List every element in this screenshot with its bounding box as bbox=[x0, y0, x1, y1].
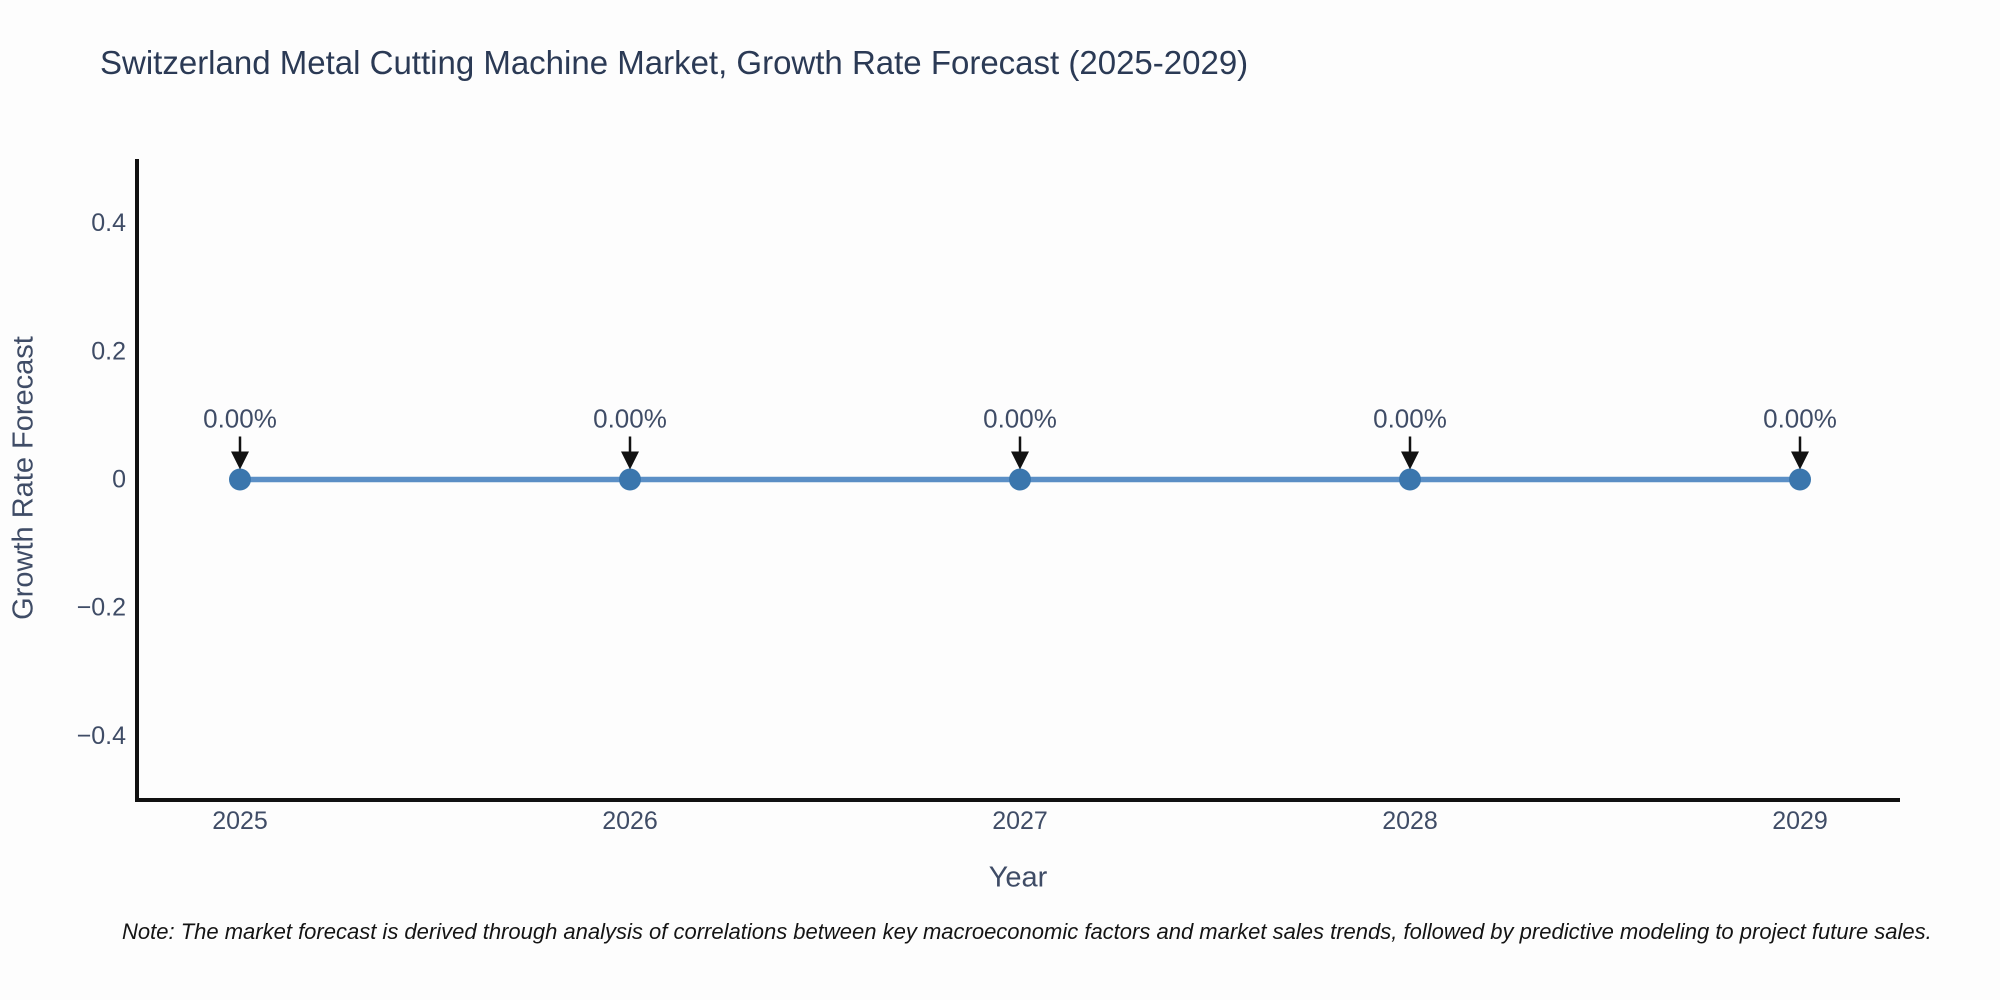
footnote: Note: The market forecast is derived thr… bbox=[122, 919, 1932, 944]
y-tick-label: −0.4 bbox=[77, 722, 126, 750]
x-tick-label: 2025 bbox=[212, 807, 268, 835]
y-tick-label: 0.2 bbox=[91, 337, 126, 365]
down-arrow-icon bbox=[1401, 451, 1419, 470]
y-tick-label: −0.2 bbox=[77, 594, 126, 622]
x-tick-label: 2027 bbox=[992, 807, 1048, 835]
y-tick-label: 0.4 bbox=[91, 209, 126, 237]
annotation-label: 0.00% bbox=[593, 404, 667, 434]
data-point-marker bbox=[1789, 468, 1811, 491]
down-arrow-icon bbox=[231, 451, 249, 470]
x-tick-label: 2028 bbox=[1382, 807, 1438, 835]
annotation-label: 0.00% bbox=[1373, 404, 1447, 434]
chart-title: Switzerland Metal Cutting Machine Market… bbox=[100, 44, 1249, 81]
annotation-label: 0.00% bbox=[983, 404, 1057, 434]
x-tick-label: 2029 bbox=[1772, 807, 1828, 835]
down-arrow-icon bbox=[621, 451, 639, 470]
axis-line bbox=[135, 159, 1900, 802]
down-arrow-icon bbox=[1011, 451, 1029, 470]
x-tick-label: 2026 bbox=[602, 807, 658, 835]
data-point-marker bbox=[1009, 468, 1031, 491]
y-tick-label: 0 bbox=[112, 466, 126, 494]
data-point-marker bbox=[1399, 468, 1421, 491]
annotation-label: 0.00% bbox=[203, 404, 277, 434]
x-axis-title: Year bbox=[988, 861, 1048, 894]
down-arrow-icon bbox=[1791, 451, 1809, 470]
data-point-marker bbox=[619, 468, 641, 491]
data-point-marker bbox=[229, 468, 251, 491]
annotation-label: 0.00% bbox=[1763, 404, 1837, 434]
